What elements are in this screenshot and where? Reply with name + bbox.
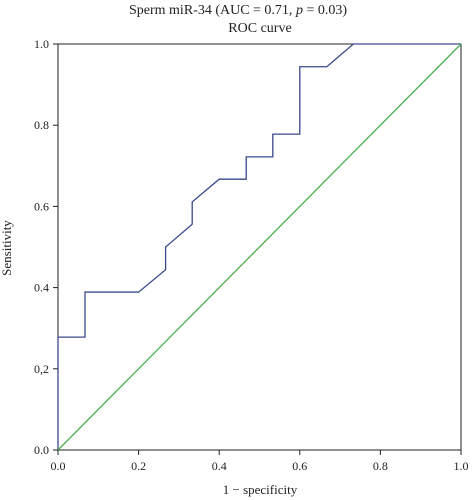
x-tick-label: 0.8 xyxy=(373,459,388,473)
x-tick-label: 1.0 xyxy=(454,459,469,473)
chart-title-line1: Sperm miR-34 (AUC = 0.71, p = 0.03) xyxy=(129,3,347,18)
chart-title-line2: ROC curve xyxy=(228,21,291,36)
y-tick-label: 1.0 xyxy=(34,37,49,51)
y-tick-label: 0.0 xyxy=(34,443,49,457)
y-axis-ticks: 0.0 0,2 0.4 0.6 0.8 1.0 xyxy=(34,37,58,457)
y-tick-label: 0.6 xyxy=(34,199,49,213)
x-axis-label: 1 − specificity xyxy=(223,482,298,497)
y-axis-label: Sensitivity xyxy=(0,220,14,276)
y-tick-label: 0,2 xyxy=(34,362,49,376)
plot-area xyxy=(57,43,462,451)
x-tick-label: 0.0 xyxy=(51,459,66,473)
x-axis-ticks: 0.0 0.2 0.4 0.6 0.8 1.0 xyxy=(51,450,469,473)
y-tick-label: 0.4 xyxy=(34,281,49,295)
x-tick-label: 0.2 xyxy=(131,459,146,473)
reference-diagonal-line xyxy=(57,43,462,451)
roc-curve-line xyxy=(57,43,461,450)
x-tick-label: 0.6 xyxy=(292,459,307,473)
plot-frame xyxy=(57,43,462,451)
y-tick-label: 0.8 xyxy=(34,118,49,132)
x-tick-label: 0.4 xyxy=(212,459,227,473)
